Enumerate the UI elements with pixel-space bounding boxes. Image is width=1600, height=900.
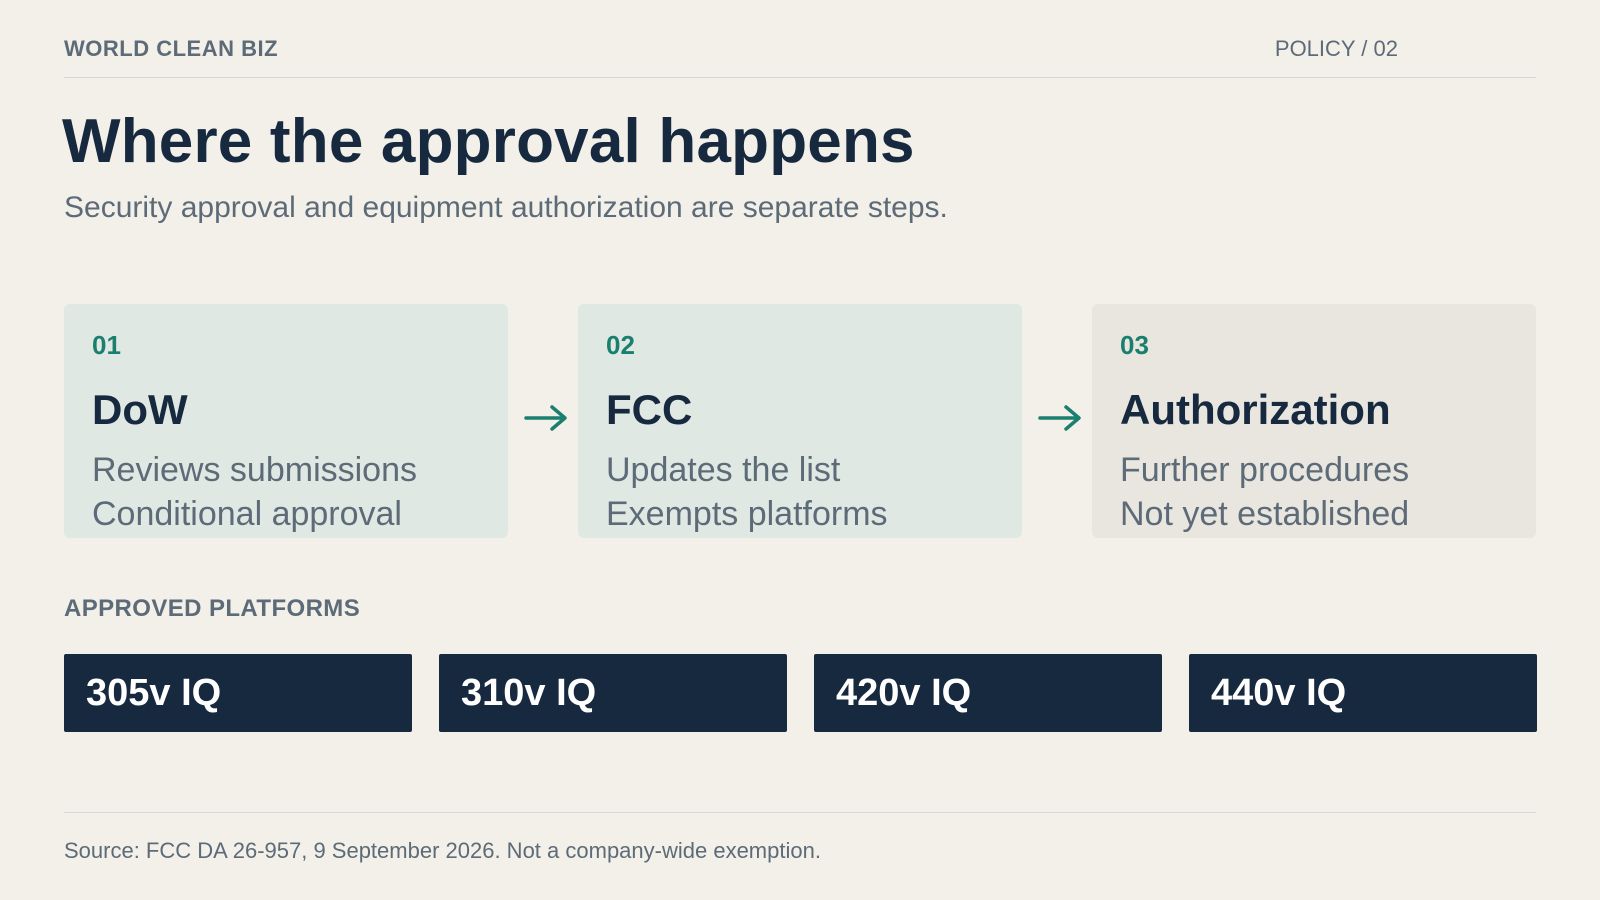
step-description: Further procedures Not yet established	[1120, 448, 1508, 536]
step-card-authorization: 03 Authorization Further procedures Not …	[1092, 304, 1536, 538]
step-number: 01	[92, 330, 121, 360]
platforms-heading: APPROVED PLATFORMS	[64, 595, 361, 622]
brand-name: WORLD CLEAN BIZ	[64, 36, 279, 61]
arrow-right-icon	[1036, 398, 1086, 438]
platform-list: 305v IQ 310v IQ 420v IQ 440v IQ	[64, 654, 1537, 732]
section-code: POLICY / 02	[1274, 36, 1398, 61]
footer-divider	[64, 812, 1536, 813]
header: WORLD CLEAN BIZ POLICY / 02	[64, 36, 1536, 78]
step-description: Reviews submissions Conditional approval	[92, 448, 480, 536]
step-title: DoW	[92, 386, 188, 433]
step-line: Further procedures	[1120, 451, 1410, 489]
source-note: Source: FCC DA 26-957, 9 September 2026.…	[64, 838, 821, 863]
step-title: FCC	[606, 386, 693, 433]
platform-chip: 310v IQ	[439, 654, 787, 732]
platform-chip: 305v IQ	[64, 654, 412, 732]
page-subtitle: Security approval and equipment authoriz…	[64, 191, 948, 224]
step-line: Conditional approval	[92, 495, 402, 533]
page-title: Where the approval happens	[62, 107, 915, 176]
step-line: Exempts platforms	[606, 495, 888, 533]
step-number: 03	[1120, 330, 1149, 360]
step-card-fcc: 02 FCC Updates the list Exempts platform…	[578, 304, 1022, 538]
step-title: Authorization	[1120, 386, 1391, 433]
step-line: Reviews submissions	[92, 451, 417, 489]
step-line: Not yet established	[1120, 495, 1410, 533]
step-description: Updates the list Exempts platforms	[606, 448, 994, 536]
arrow-right-icon	[522, 398, 572, 438]
step-number: 02	[606, 330, 635, 360]
platform-chip: 440v IQ	[1189, 654, 1537, 732]
platform-chip: 420v IQ	[814, 654, 1162, 732]
step-line: Updates the list	[606, 451, 841, 489]
process-steps: 01 DoW Reviews submissions Conditional a…	[64, 304, 1536, 538]
step-card-dow: 01 DoW Reviews submissions Conditional a…	[64, 304, 508, 538]
